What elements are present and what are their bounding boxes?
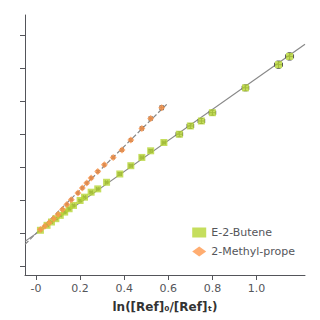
svg-text:ln([Ref]₀/[Ref]ₜ): ln([Ref]₀/[Ref]ₜ)	[112, 300, 217, 314]
svg-text:0.4: 0.4	[115, 282, 133, 295]
svg-text:1.0: 1.0	[248, 282, 266, 295]
svg-text:0.8: 0.8	[204, 282, 222, 295]
svg-text:E-2-Butene: E-2-Butene	[211, 226, 272, 239]
svg-text:2-Methyl-prope: 2-Methyl-prope	[211, 245, 295, 258]
svg-text:0.6: 0.6	[160, 282, 178, 295]
svg-text:0.2: 0.2	[71, 282, 89, 295]
svg-text:-0: -0	[31, 282, 42, 295]
